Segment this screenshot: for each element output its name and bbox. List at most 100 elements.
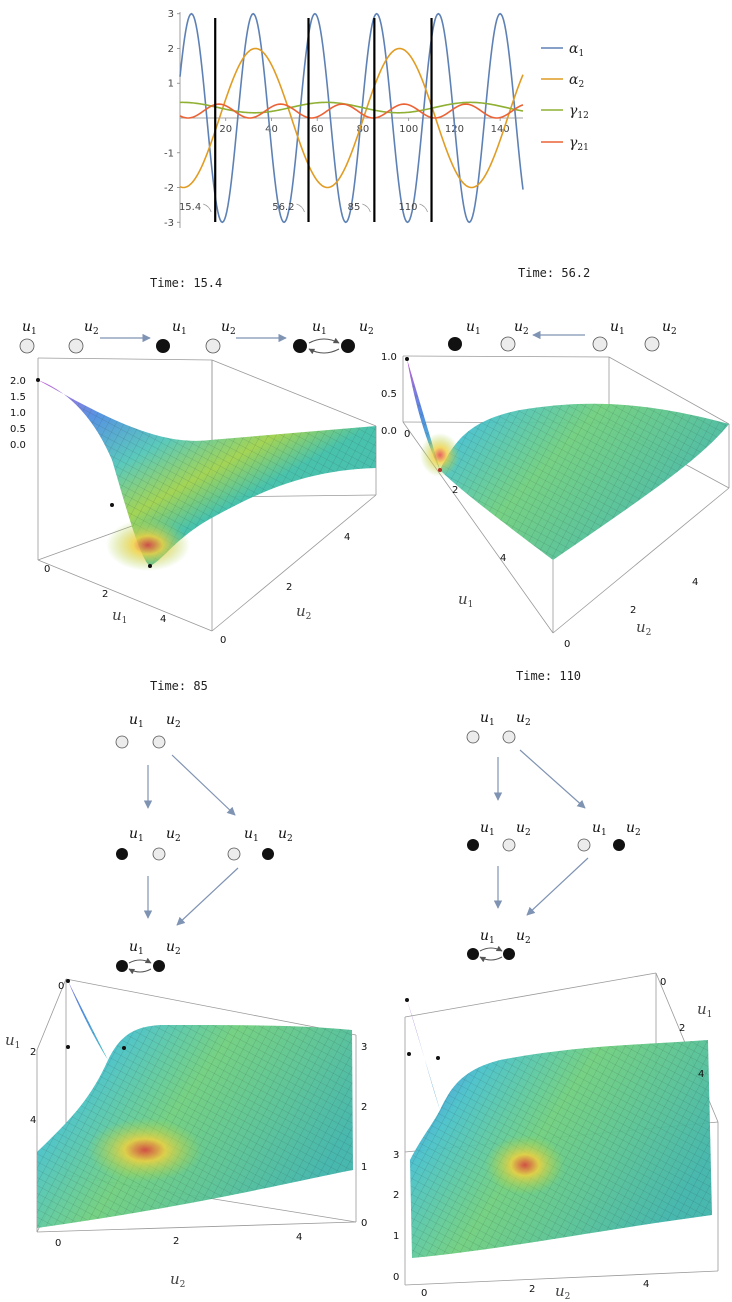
node-subscript: 1 xyxy=(489,828,495,838)
series-group xyxy=(179,12,524,224)
svg-text:u1: u1 xyxy=(480,928,495,946)
svg-text:u2: u2 xyxy=(166,826,181,844)
legend-label: γ xyxy=(569,103,578,119)
surface-hotspot xyxy=(420,433,460,477)
axis-label-u1: u1 xyxy=(112,606,127,626)
transition-arrow xyxy=(171,754,236,816)
legend-label: γ xyxy=(569,135,578,151)
transition-arrow xyxy=(519,749,586,809)
u1-tick: 0 xyxy=(404,429,410,440)
node-label-u1: u xyxy=(129,826,138,842)
node-subscript: 2 xyxy=(175,834,181,844)
fixed-point-marker xyxy=(436,1056,440,1060)
svg-text:u2: u2 xyxy=(166,939,181,957)
u2-tick: 2 xyxy=(173,1236,179,1247)
panel-time-label: Time: 85 xyxy=(150,679,208,693)
u1-tick: 0 xyxy=(58,981,64,992)
node-subscript: 2 xyxy=(523,327,529,337)
series-line-1 xyxy=(179,47,524,189)
u2-tick: 0 xyxy=(55,1238,61,1249)
surface-grid-lines xyxy=(407,359,729,560)
series-line-0 xyxy=(179,12,524,224)
node-filled xyxy=(293,339,307,353)
panel-time-label: Time: 15.4 xyxy=(150,276,222,290)
node-filled xyxy=(448,337,462,351)
node-empty xyxy=(205,338,221,354)
time-marker-callout xyxy=(362,203,371,213)
legend-subscript: 2 xyxy=(578,80,584,90)
series-line-3 xyxy=(179,103,524,119)
u2-tick: 0 xyxy=(564,639,570,650)
u1-tick: 0 xyxy=(660,977,666,988)
u1-tick: 2 xyxy=(452,485,458,496)
z-tick: 2 xyxy=(393,1190,399,1201)
svg-text:u1: u1 xyxy=(22,319,37,337)
u1-tick: 4 xyxy=(160,614,166,625)
svg-text:u2: u2 xyxy=(662,319,677,337)
node-empty xyxy=(577,838,591,852)
y-tick-label: -2 xyxy=(164,183,174,194)
panel-time-label: Time: 56.2 xyxy=(518,266,590,280)
node-label-u2: u xyxy=(166,826,175,842)
node-subscript: 1 xyxy=(138,947,144,957)
node-empty xyxy=(592,336,608,352)
node-subscript: 1 xyxy=(138,720,144,730)
svg-text:u2: u2 xyxy=(514,319,529,337)
state-node-pair: u1 u2 xyxy=(116,939,181,975)
z-tick: 3 xyxy=(393,1150,399,1161)
node-subscript: 2 xyxy=(175,720,181,730)
node-empty xyxy=(115,735,129,749)
state-node-pair: u1 u2 xyxy=(227,826,293,861)
transition-arrow xyxy=(176,867,239,926)
x-tick-label: 40 xyxy=(265,124,278,135)
node-subscript: 1 xyxy=(321,327,327,337)
node-label-u1: u xyxy=(480,820,489,836)
u2-tick: 4 xyxy=(296,1232,302,1243)
z-tick: 1.0 xyxy=(10,408,26,419)
fixed-point-marker xyxy=(122,1046,126,1050)
axis-label-u2: u2 xyxy=(555,1282,570,1302)
time-marker-label: 110 xyxy=(398,202,417,213)
legend-entry-alpha1: α1 xyxy=(541,41,584,59)
time-marker-label: 15.4 xyxy=(179,202,201,213)
node-label-u1: u xyxy=(22,319,31,335)
u2-tick: 4 xyxy=(344,532,350,543)
node-filled xyxy=(467,839,479,851)
node-empty xyxy=(19,338,35,354)
node-empty xyxy=(502,838,516,852)
node-subscript: 1 xyxy=(489,718,495,728)
node-subscript: 2 xyxy=(175,947,181,957)
state-node-pair: u1 u2 xyxy=(467,820,531,852)
svg-text:u1: u1 xyxy=(480,710,495,728)
node-filled xyxy=(341,339,355,353)
node-label-u2: u xyxy=(516,820,525,836)
node-label-u1: u xyxy=(312,319,321,335)
node-label-u2: u xyxy=(221,319,230,335)
legend: α1 α2 γ12 γ21 xyxy=(541,41,589,153)
state-node-pair: u1 u2 xyxy=(592,319,677,352)
node-subscript: 2 xyxy=(287,834,293,844)
surface-plot-2: 1.0 0.5 0.0 0 2 4 0 2 4 u1 u2 xyxy=(381,352,730,650)
node-subscript: 1 xyxy=(181,327,187,337)
node-subscript: 2 xyxy=(368,327,374,337)
surface-hotspot xyxy=(485,1135,565,1195)
fixed-point-marker xyxy=(110,503,114,507)
node-empty xyxy=(500,336,516,352)
y-tick-label: 2 xyxy=(168,44,174,55)
svg-text:u1: u1 xyxy=(172,319,187,337)
node-filled xyxy=(613,839,625,851)
axis-label-u2: u2 xyxy=(636,618,651,638)
fixed-point-marker xyxy=(36,378,40,382)
u1-tick: 2 xyxy=(679,1023,685,1034)
svg-text:u2: u2 xyxy=(516,820,531,838)
fixed-point-marker xyxy=(405,998,409,1002)
legend-subscript: 21 xyxy=(577,143,588,153)
transition-arrow xyxy=(526,857,589,916)
state-node-pair: u1 u2 xyxy=(156,319,236,354)
u2-tick: 4 xyxy=(692,577,698,588)
node-label-u2: u xyxy=(359,319,368,335)
x-tick-label: 60 xyxy=(311,124,324,135)
svg-text:u2: u2 xyxy=(516,710,531,728)
node-filled xyxy=(503,948,515,960)
z-tick: 1.5 xyxy=(10,392,26,403)
